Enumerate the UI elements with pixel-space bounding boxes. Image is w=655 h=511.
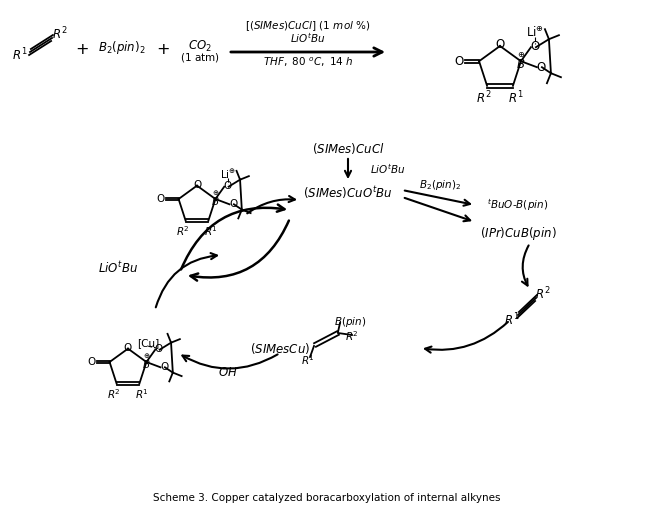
Text: $R^2$: $R^2$ <box>345 329 359 343</box>
Text: O: O <box>160 362 168 373</box>
Text: $\overset{\oplus}{B}$: $\overset{\oplus}{B}$ <box>211 190 219 208</box>
Text: $R^2$: $R^2$ <box>535 286 551 303</box>
Text: $THF,\ 80\ ^oC,\ 14\ h$: $THF,\ 80\ ^oC,\ 14\ h$ <box>263 55 353 68</box>
Text: $R^1$: $R^1$ <box>135 387 149 401</box>
Text: $R^1$: $R^1$ <box>508 89 524 106</box>
Text: $R^1$: $R^1$ <box>504 312 520 328</box>
Text: Li$^{\oplus}$: Li$^{\oplus}$ <box>219 168 236 181</box>
Text: O: O <box>157 194 165 204</box>
Text: $\overset{\oplus}{B}$: $\overset{\oplus}{B}$ <box>516 51 525 72</box>
Text: $LiO^tBu$: $LiO^tBu$ <box>370 162 406 176</box>
Text: $(IPr)CuB(pin)$: $(IPr)CuB(pin)$ <box>479 224 556 242</box>
Text: $R^1$: $R^1$ <box>204 224 218 238</box>
Text: O: O <box>223 181 232 191</box>
Text: $R^2$: $R^2$ <box>176 224 190 238</box>
Text: $LiO^tBu$: $LiO^tBu$ <box>290 31 326 45</box>
Text: O: O <box>124 343 132 353</box>
Text: $LiO^tBu$: $LiO^tBu$ <box>98 260 138 276</box>
Text: O: O <box>155 344 163 354</box>
Text: $B(pin)$: $B(pin)$ <box>334 315 366 329</box>
Text: $[(SIMes)CuCl]\ (1\ mol\ \%)$: $[(SIMes)CuCl]\ (1\ mol\ \%)$ <box>245 19 371 33</box>
Text: $R^2$: $R^2$ <box>52 26 67 42</box>
Text: $CO_2$: $CO_2$ <box>188 38 212 54</box>
Text: O: O <box>495 38 504 52</box>
Text: $B_2(pin)_2$: $B_2(pin)_2$ <box>419 178 461 192</box>
Text: [Cu]: [Cu] <box>137 338 159 347</box>
Text: $\overset{\oplus}{B}$: $\overset{\oplus}{B}$ <box>142 353 151 371</box>
Text: $(1\ \mathrm{atm})$: $(1\ \mathrm{atm})$ <box>180 52 220 64</box>
Text: $R^2$: $R^2$ <box>107 387 121 401</box>
Text: O: O <box>536 61 546 74</box>
Text: $R^2$: $R^2$ <box>476 89 492 106</box>
Text: Li$^{\oplus}$: Li$^{\oplus}$ <box>526 26 544 40</box>
Text: O: O <box>455 55 464 67</box>
Text: +: + <box>75 42 88 58</box>
Text: $(SIMes)CuCl$: $(SIMes)CuCl$ <box>312 141 384 155</box>
Text: $R^1$: $R^1$ <box>301 353 315 367</box>
Text: O: O <box>193 180 201 190</box>
Text: Scheme 3. Copper catalyzed boracarboxylation of internal alkynes: Scheme 3. Copper catalyzed boracarboxyla… <box>153 493 501 503</box>
Text: $OH$: $OH$ <box>218 366 238 380</box>
Text: O: O <box>229 199 237 210</box>
Text: +: + <box>157 42 170 58</box>
Text: $(SIMesCu)$: $(SIMesCu)$ <box>250 340 310 356</box>
Text: $R^1$: $R^1$ <box>12 47 28 63</box>
Text: $^tBuO$-$B(pin)$: $^tBuO$-$B(pin)$ <box>487 197 549 213</box>
Text: O: O <box>88 357 96 367</box>
Text: O: O <box>531 40 540 53</box>
Text: $B_2(pin)_2$: $B_2(pin)_2$ <box>98 39 146 57</box>
Text: $(SIMes)CuO^tBu$: $(SIMes)CuO^tBu$ <box>303 184 393 201</box>
